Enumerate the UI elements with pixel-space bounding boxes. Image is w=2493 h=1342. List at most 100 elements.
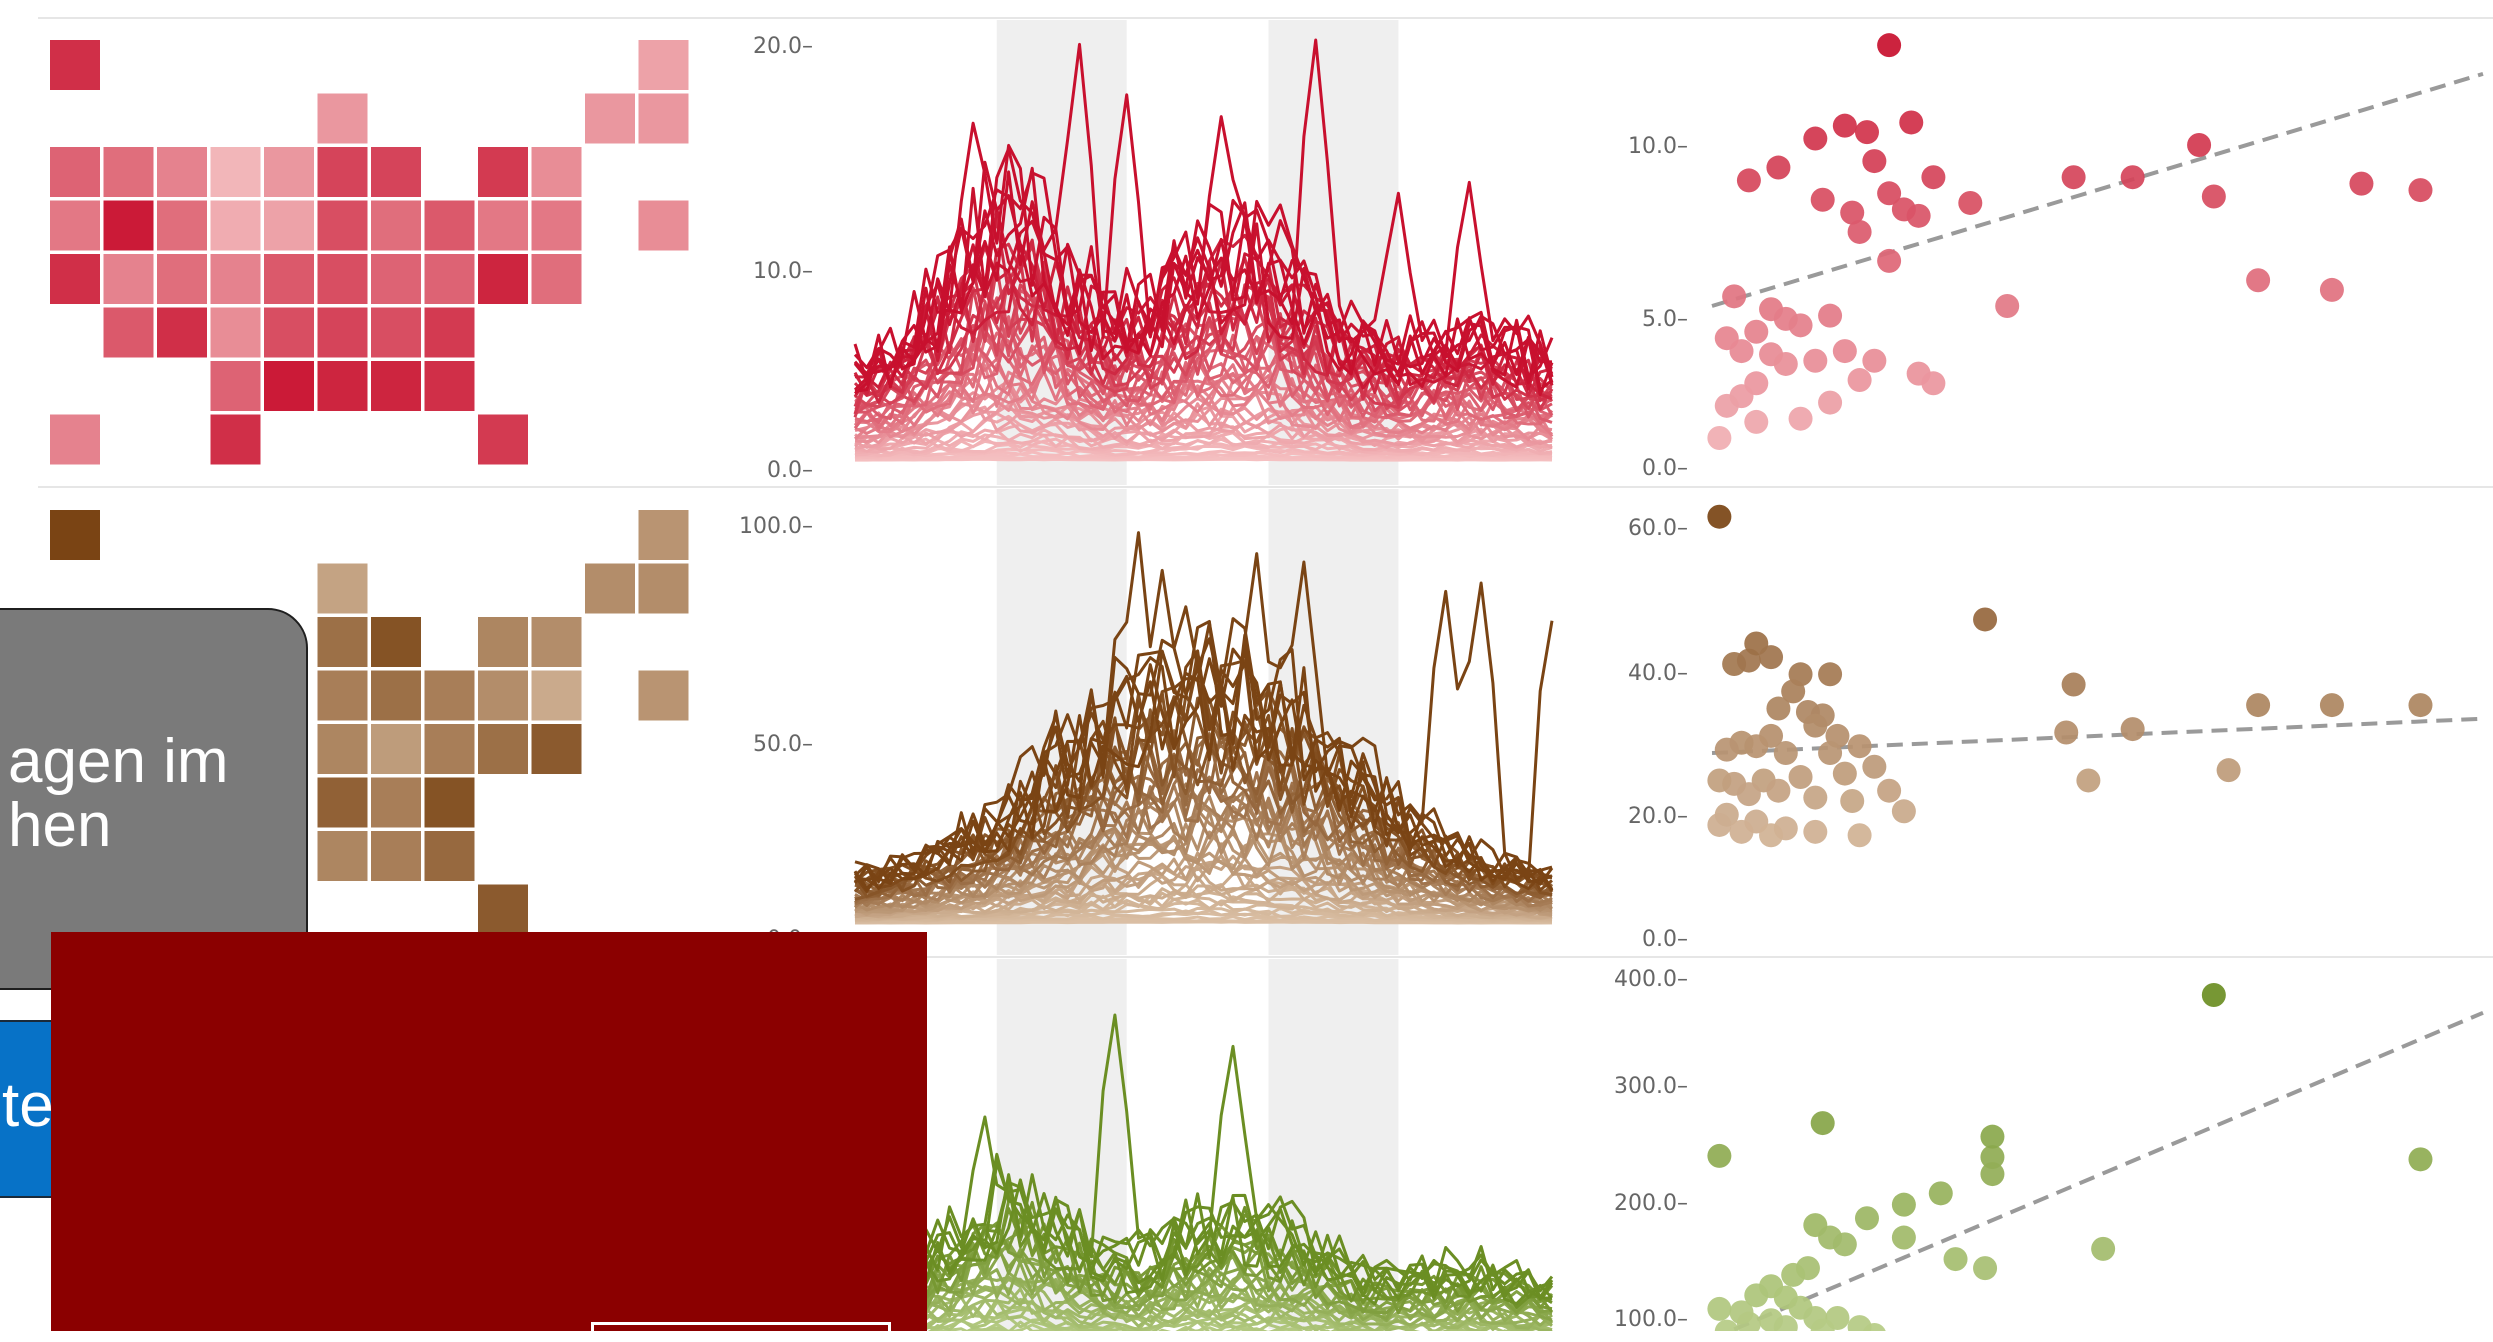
tile-cell bbox=[104, 147, 154, 197]
tile-cell bbox=[639, 201, 689, 251]
scatter-point bbox=[1855, 120, 1879, 144]
tile-cell bbox=[639, 94, 689, 144]
tile-cell bbox=[318, 778, 368, 828]
tile-cell bbox=[532, 254, 582, 304]
scatter-point bbox=[1730, 339, 1754, 363]
tile-cell bbox=[478, 415, 528, 465]
scatter-point bbox=[1818, 662, 1842, 686]
tile-cell bbox=[104, 254, 154, 304]
scatter-point bbox=[2246, 268, 2270, 292]
tile-cell bbox=[318, 308, 368, 358]
scatter-point bbox=[2062, 165, 2086, 189]
scatter-point bbox=[1707, 768, 1731, 792]
scatter-point bbox=[1833, 339, 1857, 363]
scatter-point bbox=[2187, 133, 2211, 157]
scatter-point bbox=[2202, 983, 2226, 1007]
tooltip-line-2: hen bbox=[8, 791, 111, 860]
tooltip-line-1: agen im bbox=[8, 727, 229, 796]
tile-cell bbox=[157, 147, 207, 197]
tile-cell bbox=[478, 671, 528, 721]
scatter-point bbox=[2246, 693, 2270, 717]
tile-cell bbox=[318, 564, 368, 614]
scatter-point bbox=[1766, 697, 1790, 721]
y-tick-label: 40.0– bbox=[1628, 661, 1688, 686]
tile-cell bbox=[264, 361, 314, 411]
y-tick-label: 0.0– bbox=[1642, 927, 1688, 952]
tile-cell bbox=[318, 94, 368, 144]
scatter-point bbox=[2320, 693, 2344, 717]
tile-cell bbox=[478, 885, 528, 935]
scatter-point bbox=[1892, 799, 1916, 823]
tile-cell bbox=[104, 308, 154, 358]
scatter-point bbox=[1907, 204, 1931, 228]
tile-cell bbox=[50, 510, 100, 560]
tile-cell bbox=[639, 510, 689, 560]
scatter-point bbox=[1730, 820, 1754, 844]
tile-cell bbox=[104, 201, 154, 251]
scatter-point bbox=[1707, 1297, 1731, 1321]
scatter-point bbox=[2091, 1237, 2115, 1261]
overlay-panel bbox=[51, 932, 927, 1331]
scatter-point bbox=[1818, 304, 1842, 328]
scatter-point bbox=[1789, 313, 1813, 337]
scatter-point bbox=[1774, 741, 1798, 765]
tile-cell bbox=[50, 415, 100, 465]
y-tick-label: 200.0– bbox=[1614, 1191, 1688, 1216]
tile-cell bbox=[478, 147, 528, 197]
tile-cell bbox=[425, 254, 475, 304]
scatter-point bbox=[1811, 188, 1835, 212]
scatter-point bbox=[1744, 320, 1768, 344]
tile-cell bbox=[478, 724, 528, 774]
scatter-point bbox=[1789, 765, 1813, 789]
tile-cell bbox=[478, 201, 528, 251]
tile-cell bbox=[639, 671, 689, 721]
scatter-point bbox=[1980, 1162, 2004, 1186]
scatter-point bbox=[1715, 738, 1739, 762]
scatter-point bbox=[1744, 410, 1768, 434]
scatter-point bbox=[1759, 823, 1783, 847]
scatter-point bbox=[2121, 165, 2145, 189]
tile-map-row1 bbox=[50, 40, 689, 465]
tile-cell bbox=[425, 308, 475, 358]
y-tick-label: 400.0– bbox=[1614, 967, 1688, 992]
line-chart-row2: 100.0–50.0–0.0– bbox=[739, 514, 1552, 952]
scatter-point bbox=[1944, 1247, 1968, 1271]
tile-cell bbox=[371, 361, 421, 411]
tile-cell bbox=[585, 94, 635, 144]
tile-cell bbox=[532, 671, 582, 721]
scatter-point bbox=[1803, 127, 1827, 151]
scatter-point bbox=[1803, 714, 1827, 738]
tile-cell bbox=[425, 201, 475, 251]
y-tick-label: 5.0– bbox=[1642, 307, 1688, 332]
y-tick-label: 60.0– bbox=[1628, 516, 1688, 541]
scatter-point bbox=[1862, 149, 1886, 173]
scatter-row3: 400.0–300.0–200.0–100.0– bbox=[1614, 967, 2483, 1331]
tile-cell bbox=[371, 778, 421, 828]
scatter-row2: 60.0–40.0–20.0–0.0– bbox=[1628, 505, 2483, 952]
scatter-point bbox=[1899, 110, 1923, 134]
scatter-point bbox=[1958, 191, 1982, 215]
scatter-point bbox=[2408, 693, 2432, 717]
tile-cell bbox=[639, 40, 689, 90]
tile-cell bbox=[157, 254, 207, 304]
tile-cell bbox=[371, 831, 421, 881]
scatter-point bbox=[1818, 391, 1842, 415]
overlay-panel-button[interactable] bbox=[591, 1322, 891, 1342]
tile-cell bbox=[318, 361, 368, 411]
tile-cell bbox=[50, 147, 100, 197]
scatter-point bbox=[2054, 721, 2078, 745]
tile-cell bbox=[318, 724, 368, 774]
tile-cell bbox=[318, 671, 368, 721]
regression-line bbox=[1734, 1013, 2483, 1330]
y-tick-label: 100.0– bbox=[1614, 1307, 1688, 1331]
tile-cell bbox=[371, 308, 421, 358]
tile-cell bbox=[371, 254, 421, 304]
scatter-point bbox=[1833, 762, 1857, 786]
tile-cell bbox=[478, 254, 528, 304]
scatter-point bbox=[1921, 165, 1945, 189]
tile-cell bbox=[50, 201, 100, 251]
tile-cell bbox=[425, 671, 475, 721]
tile-cell bbox=[425, 361, 475, 411]
scatter-point bbox=[1803, 349, 1827, 373]
scatter-point bbox=[2121, 717, 2145, 741]
